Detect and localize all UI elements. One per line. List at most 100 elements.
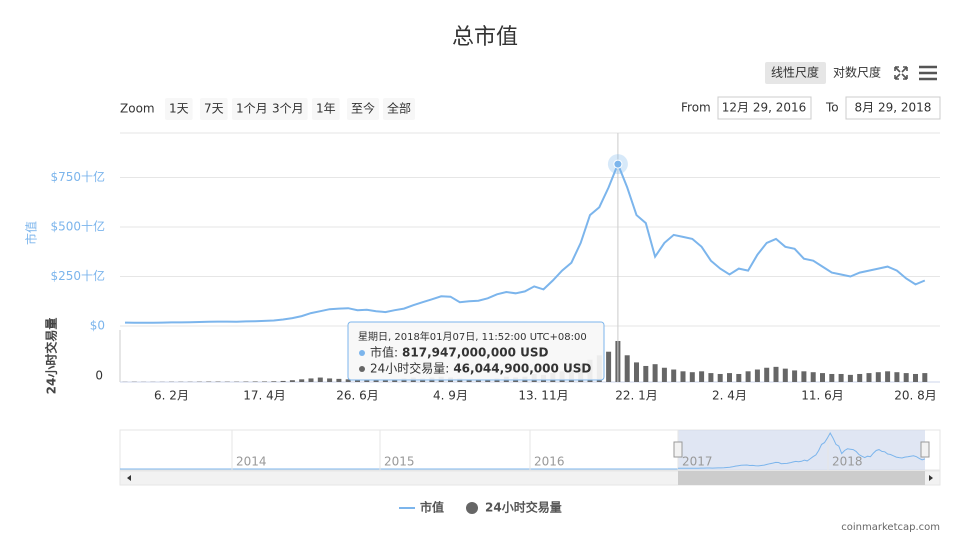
volume-bar	[653, 364, 658, 382]
menu-icon[interactable]	[919, 67, 937, 79]
x-tick-label: 2. 4月	[712, 389, 747, 403]
plot-area: $0 $250十亿 $500十亿 $750十亿 0 6. 2月 17. 4月 26. 6月 4.…	[50, 133, 940, 403]
volume-bar	[309, 378, 314, 382]
y-tick-label: $500十亿	[50, 219, 105, 234]
volume-bar	[885, 371, 890, 382]
legend-label[interactable]: 市值	[420, 500, 444, 515]
volume-bar	[736, 374, 741, 382]
volume-bar	[894, 372, 899, 382]
navigator-handle-right[interactable]	[921, 442, 929, 457]
navigator-label: 2018	[832, 455, 863, 469]
volume-bar	[727, 373, 732, 382]
navigator-label: 2014	[236, 455, 267, 469]
tooltip-dot	[359, 350, 365, 356]
tooltip-label: 市值:	[370, 345, 398, 360]
to-label: To	[825, 101, 839, 115]
y-axis-title: 市值	[24, 221, 39, 245]
navigator-label: 2016	[534, 455, 565, 469]
volume-bar	[643, 366, 648, 382]
x-tick-label: 4. 9月	[433, 389, 468, 403]
tooltip-value: 46,044,900,000 USD	[453, 362, 591, 376]
volume-bar	[876, 372, 881, 382]
volume-bar	[904, 373, 909, 382]
volume-bar	[811, 372, 816, 382]
tooltip-label: 24小时交易量:	[370, 361, 449, 376]
volume-bar	[792, 370, 797, 382]
zoom-button-label[interactable]: 1天	[169, 102, 189, 116]
volume-bar	[634, 362, 639, 382]
volume-bar	[755, 370, 760, 382]
x-tick-label: 13. 11月	[518, 389, 568, 403]
y-tick-label: $0	[90, 319, 105, 333]
x-tick-label: 6. 2月	[154, 389, 189, 403]
y-tick-label: $250十亿	[50, 268, 105, 283]
log-scale-label[interactable]: 对数尺度	[833, 65, 881, 80]
zoom-button-label[interactable]: 1个月	[236, 102, 268, 116]
highlight-point	[614, 160, 622, 168]
volume-bar	[690, 372, 695, 382]
volume-bar	[336, 379, 341, 382]
volume-bar	[801, 371, 806, 382]
x-tick-label: 17. 4月	[243, 389, 286, 403]
volume-bar	[327, 378, 332, 382]
zoom-button-label[interactable]: 7天	[204, 102, 224, 116]
navigator-selection[interactable]	[678, 430, 925, 470]
tooltip-value: 817,947,000,000 USD	[402, 346, 548, 360]
navigator-handle-left[interactable]	[674, 442, 682, 457]
y-tick-label: $750十亿	[50, 169, 105, 184]
volume-bar	[708, 373, 713, 382]
volume-bar	[913, 374, 918, 382]
tooltip-dot	[359, 366, 365, 372]
zoom-label: Zoom	[120, 102, 155, 116]
linear-scale-label[interactable]: 线性尺度	[771, 65, 819, 80]
x-tick-label: 20. 8月	[894, 389, 937, 403]
volume-bar	[857, 374, 862, 382]
volume-bar	[746, 371, 751, 382]
scrollbar-thumb[interactable]	[678, 471, 925, 485]
navigator-label: 2017	[682, 455, 713, 469]
volume-bar	[922, 373, 927, 382]
zoom-button-label[interactable]: 1年	[316, 102, 336, 116]
volume-bar	[848, 375, 853, 382]
chart-title: 总市值	[452, 25, 518, 50]
volume-bar	[625, 355, 630, 382]
from-value[interactable]: 12月 29, 2016	[722, 101, 807, 115]
legend-label[interactable]: 24小时交易量	[485, 500, 562, 515]
volume-bar	[783, 369, 788, 382]
volume-bar	[281, 381, 286, 382]
volume-bar	[318, 378, 323, 382]
tooltip-header: 星期日, 2018年01月07日, 11:52:00 UTC+08:00	[358, 330, 587, 343]
volume-bar	[671, 370, 676, 382]
y2-axis-title: 24小时交易量	[44, 318, 59, 395]
x-tick-label: 11. 6月	[801, 389, 844, 403]
volume-bar	[829, 374, 834, 382]
volume-bar	[699, 371, 704, 382]
zoom-button-label[interactable]: 全部	[387, 101, 411, 116]
volume-bar	[774, 367, 779, 382]
to-value[interactable]: 8月 29, 2018	[855, 101, 932, 115]
volume-bar	[606, 352, 611, 382]
zoom-buttons: 1天 7天 1个月 3个月 1年 至今全部	[165, 98, 415, 120]
y2-tick-label: 0	[95, 369, 103, 383]
volume-bar	[299, 379, 304, 382]
volume-bar	[867, 373, 872, 382]
x-tick-label: 26. 6月	[336, 389, 379, 403]
volume-bar	[271, 381, 276, 382]
navigator-label: 2015	[384, 455, 415, 469]
volume-bar	[839, 374, 844, 382]
legend-circle-icon[interactable]	[466, 502, 478, 514]
market-cap-line	[125, 164, 925, 323]
zoom-button-label[interactable]: 3个月	[272, 102, 304, 116]
volume-bar	[253, 381, 258, 382]
zoom-button-label[interactable]: 至今	[351, 101, 375, 116]
volume-bar	[681, 371, 686, 382]
volume-bar	[662, 368, 667, 382]
volume-bar	[718, 374, 723, 382]
volume-bar	[764, 368, 769, 382]
credit: coinmarketcap.com	[841, 522, 940, 533]
from-label: From	[681, 101, 711, 115]
volume-bar	[290, 380, 295, 382]
fullscreen-icon[interactable]	[895, 67, 907, 79]
volume-bar	[820, 373, 825, 382]
